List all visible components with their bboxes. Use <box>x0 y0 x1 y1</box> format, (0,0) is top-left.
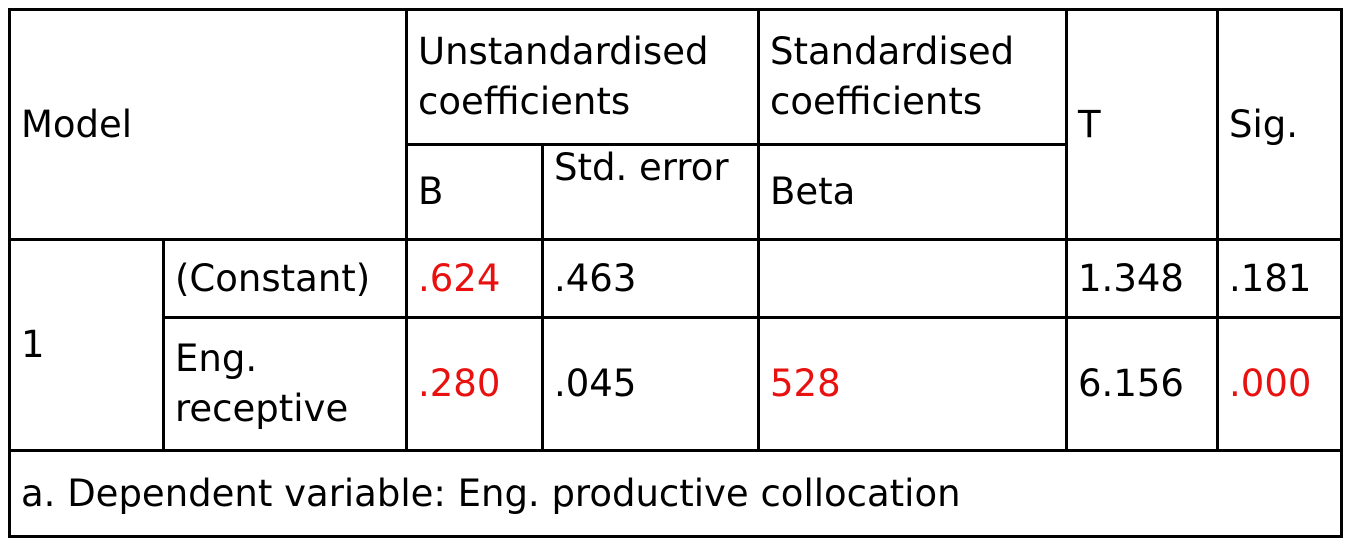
header-cell: B <box>405 143 544 241</box>
header-row: Model Unstandardised coefficients Standa… <box>8 8 1344 241</box>
std-error-cell: .045 <box>540 316 761 452</box>
header-cell: Standardised coefficients <box>757 8 1069 146</box>
header-cell: Sig. <box>1216 8 1344 241</box>
data-row: 1 (Constant) .624 .463 1.348 .181 <box>8 238 1344 452</box>
data-row: Eng. receptive .280 .045 528 6.156 .000 <box>10 316 1344 452</box>
header-cell: Model <box>8 8 408 241</box>
std-error-cell: .463 <box>540 238 761 319</box>
predictor-cell: (Constant) <box>162 238 408 319</box>
coefficients-table: Model Unstandardised coefficients Standa… <box>7 8 1344 538</box>
header-cell: Std. error <box>540 143 761 241</box>
header-row: B Std. error Beta <box>10 143 1342 241</box>
header-text: Std. error <box>554 146 729 190</box>
t-cell: 1.348 <box>1065 238 1220 319</box>
header-cell: Unstandardised coefficients <box>404 8 761 146</box>
sig-cell: .000 <box>1216 316 1344 452</box>
footnote-row: a. Dependent variable: Eng. productive c… <box>7 449 1344 538</box>
t-cell: 6.156 <box>1065 316 1220 452</box>
b-cell: .280 <box>405 316 544 452</box>
b-cell: .624 <box>405 238 544 319</box>
beta-cell <box>757 238 1069 319</box>
sig-cell: .181 <box>1216 238 1344 319</box>
model-cell: 1 <box>8 238 165 452</box>
beta-cell: 528 <box>757 316 1069 452</box>
footnote: a. Dependent variable: Eng. productive c… <box>7 449 1344 538</box>
predictor-cell: Eng. receptive <box>162 316 408 452</box>
header-cell: T <box>1065 8 1220 241</box>
header-cell: Beta <box>757 143 1069 241</box>
